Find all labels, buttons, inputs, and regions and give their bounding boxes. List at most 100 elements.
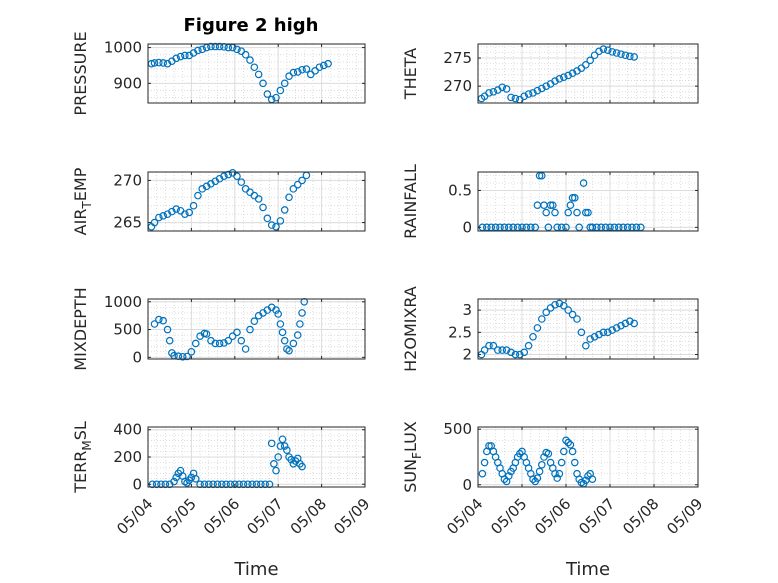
data-point bbox=[533, 86, 542, 95]
data-point bbox=[520, 92, 529, 101]
data-point bbox=[211, 42, 220, 51]
data-point bbox=[562, 436, 570, 445]
data-point bbox=[272, 466, 280, 475]
data-point bbox=[520, 348, 529, 357]
data-point bbox=[220, 339, 228, 347]
subplot-7: 0 200 400 05/04 05/05 05/06 05/07 05/08 05/09 TER… bbox=[71, 421, 373, 580]
data-point bbox=[590, 332, 599, 341]
data-point bbox=[568, 194, 577, 202]
data-point bbox=[599, 45, 608, 53]
data-point bbox=[625, 52, 634, 61]
y-axis-label: RAINFALL bbox=[401, 164, 420, 239]
data-point bbox=[202, 330, 211, 338]
data-point bbox=[289, 339, 298, 348]
data-point bbox=[280, 336, 289, 345]
data-point bbox=[170, 477, 178, 486]
data-point bbox=[278, 328, 287, 337]
x-tick-label: 05/06 bbox=[531, 495, 574, 538]
data-point bbox=[564, 71, 573, 80]
data-point bbox=[555, 469, 564, 478]
data-point bbox=[612, 49, 621, 57]
data-point bbox=[259, 203, 267, 212]
data-point bbox=[246, 56, 254, 64]
data-point bbox=[250, 63, 259, 72]
plot-area bbox=[478, 44, 698, 103]
data-point bbox=[625, 317, 634, 326]
y-tick-label: 0 bbox=[462, 476, 472, 494]
figure-title: Figure 2 high bbox=[184, 15, 319, 36]
y-axis-label: THETA bbox=[401, 48, 420, 100]
data-point bbox=[551, 208, 559, 217]
data-point bbox=[557, 458, 566, 467]
data-point bbox=[159, 316, 167, 325]
data-point bbox=[498, 83, 507, 92]
data-point bbox=[283, 345, 291, 353]
data-point bbox=[315, 63, 324, 72]
data-point bbox=[276, 442, 285, 450]
data-point bbox=[324, 59, 332, 68]
data-point bbox=[555, 75, 564, 83]
data-point bbox=[272, 93, 280, 102]
data-point bbox=[250, 317, 259, 326]
data-point bbox=[579, 179, 588, 187]
data-point bbox=[507, 93, 515, 102]
data-point bbox=[586, 335, 595, 343]
y-tick-label: 0.5 bbox=[448, 181, 472, 199]
data-point bbox=[566, 201, 575, 209]
data-point bbox=[298, 462, 306, 471]
data-point bbox=[621, 319, 630, 328]
data-point bbox=[581, 60, 590, 69]
data-point bbox=[259, 79, 267, 88]
x-tick-label: 05/09 bbox=[663, 495, 706, 538]
x-tick-label: 05/04 bbox=[443, 495, 486, 538]
data-point bbox=[181, 210, 189, 218]
data-point bbox=[183, 352, 191, 361]
y-axis-label: SUNFLUX bbox=[401, 421, 424, 493]
subplot-2: 270 275 THETA bbox=[401, 43, 699, 104]
data-point bbox=[529, 475, 537, 484]
data-point bbox=[595, 47, 603, 56]
data-point bbox=[570, 194, 579, 202]
data-point bbox=[163, 325, 172, 334]
x-axis-label: Time bbox=[233, 559, 278, 580]
data-point bbox=[207, 42, 215, 51]
x-tick-label: 05/09 bbox=[330, 495, 373, 538]
data-point bbox=[274, 310, 283, 318]
data-point bbox=[568, 69, 577, 78]
data-point bbox=[489, 341, 498, 350]
subplot-4: 0 0.5 RAINFALL bbox=[401, 164, 699, 239]
y-tick-label: 0 bbox=[132, 348, 142, 366]
data-point bbox=[478, 469, 487, 478]
data-point bbox=[529, 332, 537, 341]
data-point bbox=[535, 467, 544, 476]
data-point bbox=[588, 475, 597, 484]
data-point bbox=[280, 442, 289, 450]
data-point bbox=[555, 299, 564, 308]
data-point bbox=[551, 300, 559, 309]
plot-area bbox=[478, 299, 698, 359]
data-point bbox=[553, 474, 562, 482]
data-point bbox=[280, 79, 289, 88]
data-point bbox=[194, 191, 202, 200]
data-point bbox=[298, 309, 306, 317]
data-point bbox=[233, 172, 241, 181]
x-tick-label: 05/07 bbox=[243, 495, 286, 538]
data-point bbox=[511, 94, 520, 103]
data-point bbox=[502, 85, 511, 93]
data-point bbox=[551, 469, 559, 478]
data-point bbox=[220, 172, 228, 181]
axes-box bbox=[477, 171, 699, 232]
data-point bbox=[566, 440, 575, 449]
data-point bbox=[298, 176, 306, 185]
data-point bbox=[480, 458, 489, 467]
data-point bbox=[559, 447, 568, 456]
data-point bbox=[191, 475, 200, 483]
data-point bbox=[280, 206, 289, 214]
data-point bbox=[296, 320, 304, 328]
plot-area bbox=[478, 172, 698, 231]
data-point bbox=[263, 214, 272, 223]
axes-box bbox=[477, 298, 699, 360]
data-point bbox=[185, 208, 194, 217]
axes-box bbox=[477, 43, 699, 104]
data-point bbox=[485, 341, 493, 350]
